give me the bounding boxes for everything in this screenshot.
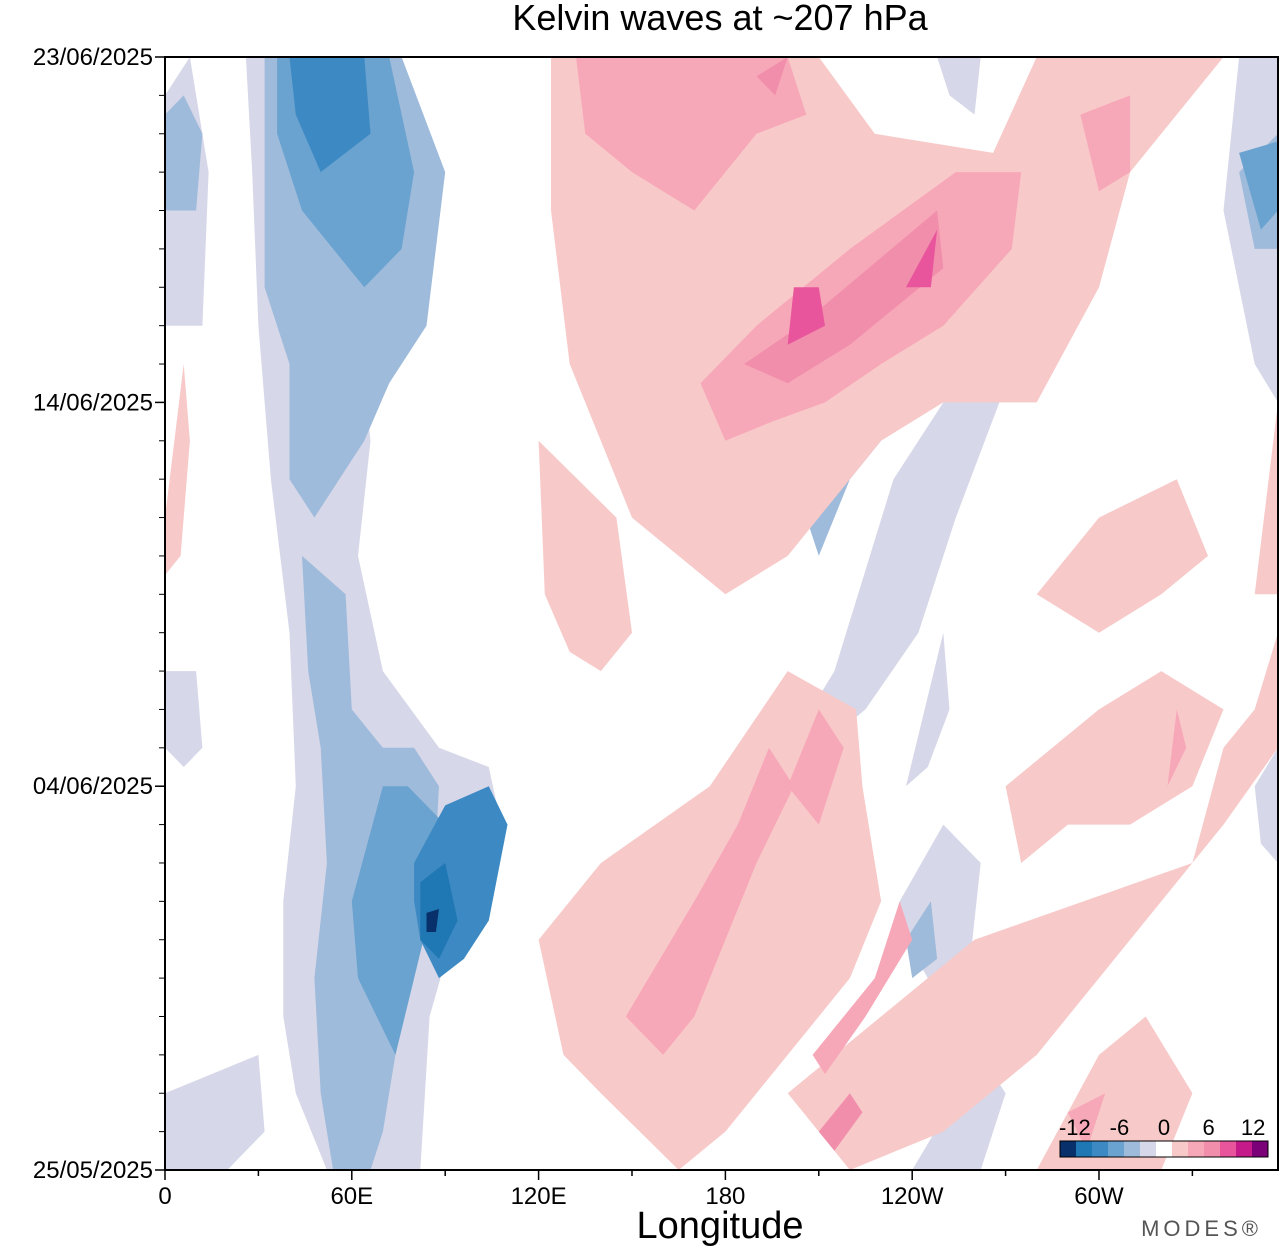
x-tick-label: 60W xyxy=(1074,1183,1124,1210)
colorbar-frame xyxy=(1059,1140,1269,1158)
contour-negative-19 xyxy=(1239,141,1278,230)
x-tick-label: 120W xyxy=(881,1183,944,1210)
colorbar-swatch xyxy=(1188,1141,1204,1157)
contour-positive-32 xyxy=(165,364,190,576)
contour-positive-28 xyxy=(787,632,1278,1170)
contour-positive-44 xyxy=(818,1093,863,1151)
contour-fills xyxy=(165,57,1278,1170)
contour-negative-13 xyxy=(165,95,203,211)
colorbar-label: 6 xyxy=(1202,1115,1214,1140)
contour-negative-21 xyxy=(289,57,371,173)
contour-negative-10 xyxy=(937,57,981,115)
colorbar-swatch xyxy=(1220,1141,1236,1157)
x-axis: 0 60E 120E 180 120W 60W xyxy=(158,1170,1194,1210)
y-tick-label: 23/06/2025 xyxy=(33,44,153,71)
contour-positive-46 xyxy=(906,229,938,288)
contour-positive-40 xyxy=(1080,95,1131,192)
contour-positive-30 xyxy=(1036,479,1208,633)
contour-negative-5 xyxy=(165,671,203,767)
contour-positive-26 xyxy=(538,440,632,672)
x-tick-label: 60E xyxy=(330,1183,373,1210)
colorbar-swatch xyxy=(1108,1141,1124,1157)
x-tick-label: 0 xyxy=(158,1183,171,1210)
contour-positive-33 xyxy=(1036,1016,1193,1170)
colorbar-swatch xyxy=(1076,1141,1092,1157)
contour-negative-2 xyxy=(787,325,1000,748)
plot-frame xyxy=(164,56,1279,1171)
x-tick-label: 120E xyxy=(511,1183,567,1210)
colorbar-swatch xyxy=(1204,1141,1220,1157)
modes-watermark: MODES® xyxy=(1141,1216,1262,1241)
y-tick-label: 14/06/2025 xyxy=(33,389,153,416)
colorbar-swatch xyxy=(1236,1141,1252,1157)
y-tick-label: 25/05/2025 xyxy=(33,1157,153,1184)
colorbar-swatch xyxy=(1140,1141,1156,1157)
colorbar-label: -12 xyxy=(1059,1115,1091,1140)
colorbar-swatch xyxy=(1156,1141,1172,1157)
contour-positive-41 xyxy=(1167,709,1187,787)
contour-positive-34 xyxy=(576,57,807,211)
contour-positive-39 xyxy=(1067,1093,1106,1151)
contour-negative-9 xyxy=(1254,747,1278,863)
contour-negative-8 xyxy=(906,632,950,787)
contour-positive-45 xyxy=(787,287,825,345)
colorbar-swatch xyxy=(1172,1141,1188,1157)
contour-positive-43 xyxy=(756,57,788,96)
contour-positive-29 xyxy=(1005,671,1224,863)
colorbar-label: -6 xyxy=(1110,1115,1130,1140)
x-axis-title: Longitude xyxy=(637,1205,804,1247)
chart-title: Kelvin waves at ~207 hPa xyxy=(512,0,928,38)
colorbar-label: 12 xyxy=(1241,1115,1265,1140)
y-tick-label: 04/06/2025 xyxy=(33,773,153,800)
contour-positive-37 xyxy=(812,901,913,1075)
contour-negative-23 xyxy=(420,863,458,959)
contour-negative-24 xyxy=(426,909,439,932)
contour-positive-36 xyxy=(625,747,794,1055)
colorbar-swatch xyxy=(1124,1141,1140,1157)
y-axis: 25/05/2025 04/06/2025 14/06/2025 23/06/2025 xyxy=(33,44,165,1184)
contour-negative-4 xyxy=(165,1054,265,1170)
colorbar-swatch xyxy=(1252,1141,1268,1157)
contour-negative-3 xyxy=(1223,57,1278,403)
contour-positive-31 xyxy=(1254,402,1278,595)
contour-negative-16 xyxy=(906,901,938,979)
colorbar-swatch xyxy=(1092,1141,1108,1157)
colorbar-legend: -12 -6 0 6 12 xyxy=(1059,1115,1269,1158)
contour-positive-38 xyxy=(787,709,844,825)
colorbar-swatch xyxy=(1060,1141,1076,1157)
colorbar-label: 0 xyxy=(1158,1115,1170,1140)
x-tick-label: 180 xyxy=(705,1183,745,1210)
